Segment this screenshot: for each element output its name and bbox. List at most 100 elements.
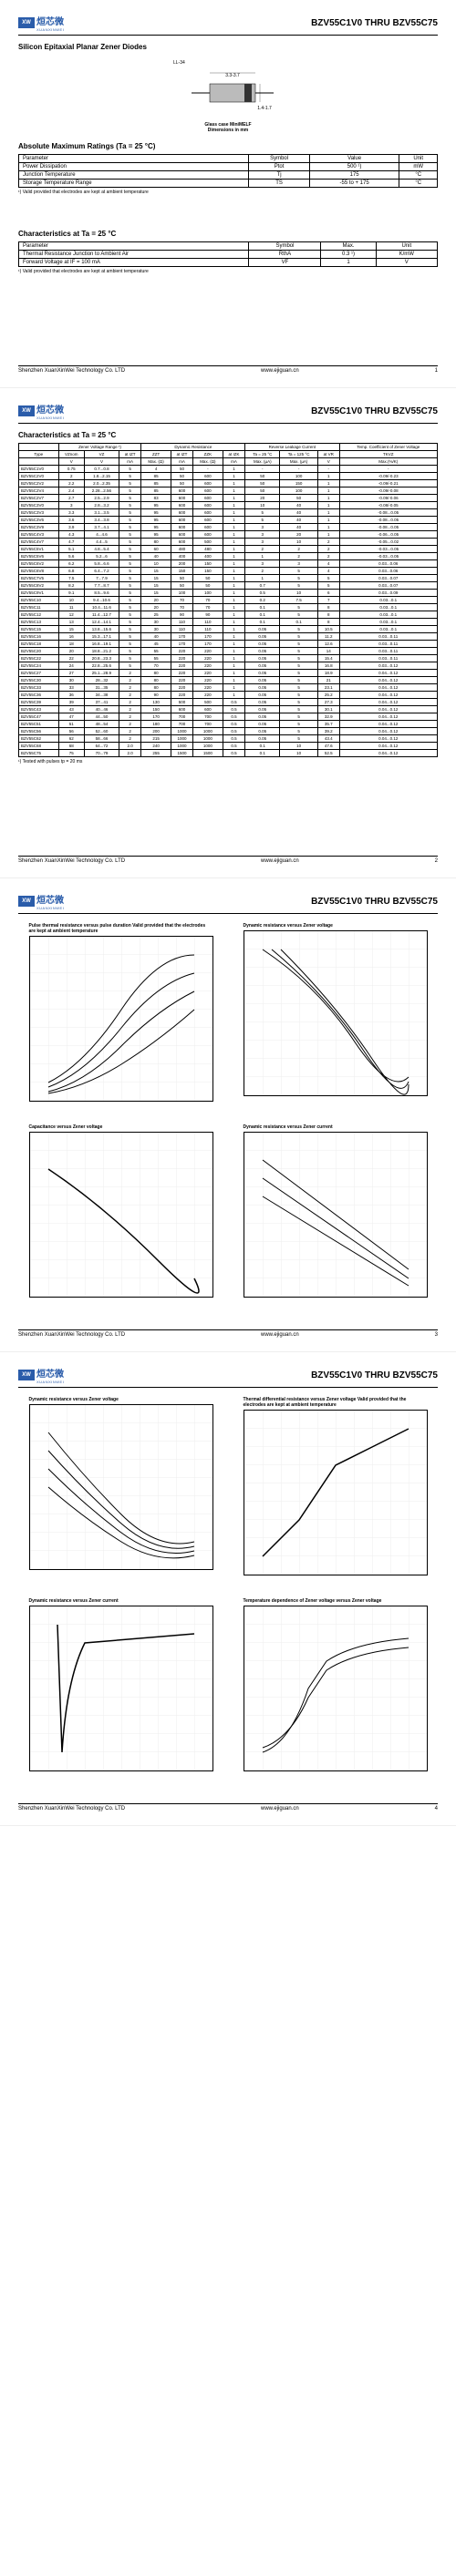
table-cell: 1 <box>223 626 245 633</box>
table-unit: Max.(%/K) <box>339 458 437 466</box>
table-cell: 75 <box>58 750 84 757</box>
table-cell: 0.04...0.12 <box>339 743 437 750</box>
chart-title: Capacitance versus Zener voltage <box>29 1124 212 1130</box>
table-cell: 6 <box>317 590 339 597</box>
table-row: BZV55C303028...3228022022010.055210.04..… <box>19 677 438 684</box>
table-cell: 600 <box>171 539 192 546</box>
table-cell: 20.8...23.3 <box>84 655 119 662</box>
table-cell: 7.5 <box>280 597 318 604</box>
table-cell: 0.5 <box>223 750 245 757</box>
table-cell: BZV55C3V6 <box>19 517 59 524</box>
table-cell: 400 <box>171 553 192 560</box>
table-cell: 50 <box>245 473 280 480</box>
footer-4: Shenzhen XuanXinWei Technology Co. LTD w… <box>18 1803 438 1811</box>
table-cell: Forward Voltage at IF = 100 mA <box>19 259 249 267</box>
table-cell: 5 <box>119 655 141 662</box>
table-cell: 16.8...19.1 <box>84 641 119 648</box>
page-2: XW 烜芯微 XUANXINWEI BZV55C1V0 THRU BZV55C7… <box>0 388 456 878</box>
table-cell: 1.8...2.15 <box>84 473 119 480</box>
table-cell: 11 <box>58 604 84 611</box>
table-row: BZV55C161615.3...17.154017017010.05511.2… <box>19 633 438 641</box>
table-cell: 1 <box>223 531 245 539</box>
table-cell: 1000 <box>193 743 223 750</box>
table-cell: 1 <box>317 495 339 502</box>
table-row: BZV55C5V65.65.2...65404004001122-0.03...… <box>19 553 438 560</box>
table-cell: 2 <box>317 553 339 560</box>
table-cell: 0.03...0.11 <box>339 648 437 655</box>
table-cell: 215 <box>141 735 171 743</box>
table-cell: 1 <box>223 684 245 692</box>
table-cell: 200 <box>141 728 171 735</box>
table-cell: 0.05 <box>245 699 280 706</box>
table-cell: Tj <box>249 171 309 180</box>
table-cell: 4 <box>317 568 339 575</box>
table-cell: 0.04...0.12 <box>339 677 437 684</box>
table-cell: 1000 <box>193 728 223 735</box>
table-cell: BZV55C39 <box>19 699 59 706</box>
table-row: BZV55C121211.4...12.7525909010.1580.03..… <box>19 611 438 619</box>
table-cell: 50 <box>193 582 223 590</box>
logo-chinese: 烜芯微 <box>36 1366 64 1380</box>
table-cell: 0.03...0.06 <box>339 568 437 575</box>
table-cell: 50 <box>171 582 192 590</box>
table-cell: 200 <box>171 560 192 568</box>
table-cell: 8 <box>317 619 339 626</box>
table-cell: 10 <box>58 597 84 604</box>
table-cell: 5 <box>119 604 141 611</box>
table-cell: 52.5 <box>317 750 339 757</box>
table-cell: 62 <box>58 735 84 743</box>
table-cell: 40...46 <box>84 706 119 713</box>
table-cell: 50 <box>171 480 192 487</box>
table-cell: 700 <box>193 713 223 721</box>
table-cell: 5 <box>317 575 339 582</box>
table-cell: 30 <box>141 626 171 633</box>
table-cell: 150 <box>280 480 318 487</box>
table-cell: 220 <box>193 670 223 677</box>
table-cell: 30 <box>141 619 171 626</box>
table-cell: 0.04...0.12 <box>339 735 437 743</box>
table-cell: 0.03...0.1 <box>339 597 437 604</box>
table-header-group: Temp. Coefficient of Zener Voltage <box>339 444 437 451</box>
table-cell: 1 <box>223 509 245 517</box>
table-cell: 18.9 <box>317 670 339 677</box>
table-cell: 0.1 <box>280 619 318 626</box>
table-row: BZV55C9V19.18.5...9.651510010010.51060.0… <box>19 590 438 597</box>
table-row: BZV55C686864...722.0240100010000.50.1104… <box>19 743 438 750</box>
table-cell: 220 <box>171 648 192 655</box>
table-cell: -0.05...0.02 <box>339 539 437 546</box>
table-cell: 16 <box>58 633 84 641</box>
table-cell: 5 <box>119 590 141 597</box>
table-cell: 20 <box>141 597 171 604</box>
table-subheader: Type <box>19 451 59 458</box>
table-cell: 20 <box>141 604 171 611</box>
table-cell: 220 <box>193 692 223 699</box>
table-cell: 0.5 <box>223 735 245 743</box>
table-cell: 1 <box>317 480 339 487</box>
table-cell: 220 <box>171 692 192 699</box>
table-cell: 1000 <box>171 743 192 750</box>
table-cell: BZV55C8V2 <box>19 582 59 590</box>
table-cell: 24 <box>58 662 84 670</box>
logo-badge: XW <box>18 405 35 416</box>
table-cell: 5 <box>119 517 141 524</box>
table-cell: - <box>280 466 318 473</box>
table-cell: 1 <box>223 670 245 677</box>
table-cell: 15 <box>141 575 171 582</box>
table-cell: 170 <box>171 641 192 648</box>
table-subheader: TKVZ <box>339 451 437 458</box>
table-cell: 1500 <box>193 750 223 757</box>
table-cell: BZV55C62 <box>19 735 59 743</box>
table-cell: 40 <box>280 502 318 509</box>
table-cell: 6.2 <box>58 560 84 568</box>
table-row: BZV55C474744...5021707007000.50.05532.90… <box>19 713 438 721</box>
table-cell: 1500 <box>171 750 192 757</box>
table-cell: 7.5 <box>58 575 84 582</box>
table-cell: 220 <box>193 677 223 684</box>
table-cell: 0.05 <box>245 713 280 721</box>
table-subheader: Ta = 125 °C <box>280 451 318 458</box>
table-cell: 5 <box>119 560 141 568</box>
table-header: Unit <box>376 242 437 251</box>
characteristics-table: Zener Voltage Range ¹)Dynamic Resistance… <box>18 443 438 757</box>
table-cell: 9.1 <box>58 590 84 597</box>
chart-box <box>244 1410 428 1575</box>
